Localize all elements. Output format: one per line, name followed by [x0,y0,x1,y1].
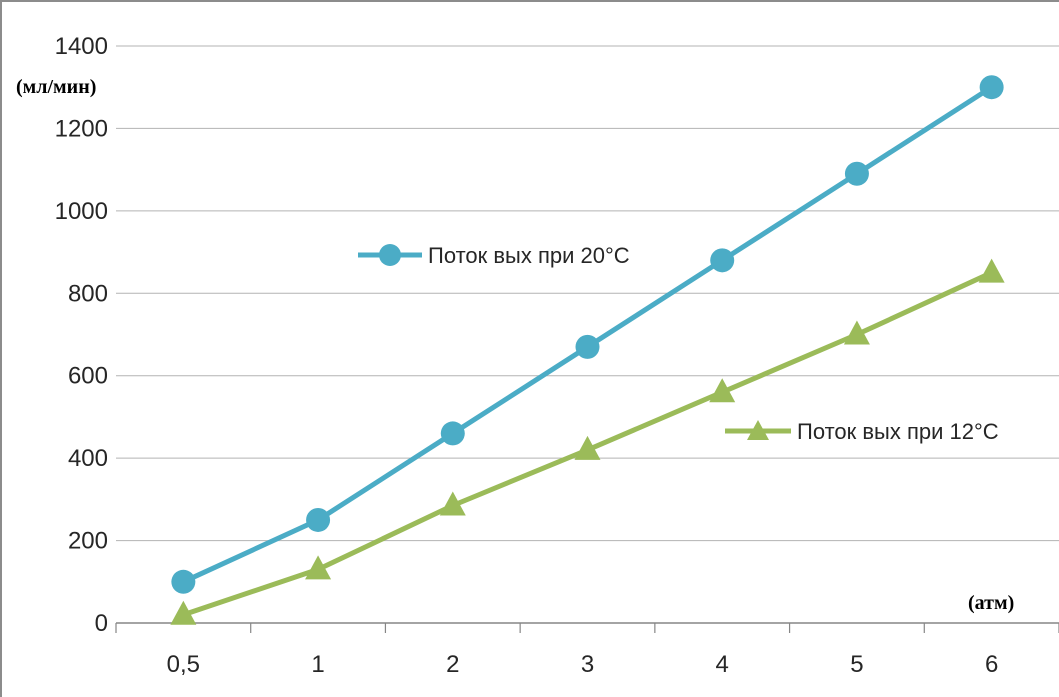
y-tick-label: 1200 [55,115,108,142]
legend-marker-circle [379,244,401,266]
data-point-circle [306,507,331,532]
data-point-triangle [978,258,1005,283]
y-tick-label: 1000 [55,198,108,225]
y-tick-label: 200 [68,528,108,555]
data-point-circle [440,421,465,446]
y-tick-label: 1400 [55,33,108,60]
legend-entry-20c: Поток вых при 20°С [358,243,630,268]
x-tick-label: 2 [446,651,459,678]
data-point-triangle [305,555,332,580]
axes: 0 200 400 600 800 1000 1200 1400 0,5 1 2 3 4 5 6 [55,33,1059,678]
x-tick-label: 3 [581,651,594,678]
y-tick-label: 600 [68,363,108,390]
y-axis-label: (мл/мин) [16,76,96,98]
data-point-triangle [709,378,736,403]
y-tick-label: 800 [68,280,108,307]
data-point-triangle [439,491,466,516]
data-point-triangle [170,600,197,625]
x-axis-label: (атм) [968,592,1014,614]
y-tick-label: 0 [95,610,108,637]
data-point-circle [171,569,196,594]
data-point-triangle [843,320,870,345]
data-point-circle [575,334,600,359]
data-point-triangle [574,435,601,460]
data-point-circle [844,161,869,186]
series-layer [170,75,1005,625]
x-tick-label: 4 [716,651,729,678]
legend-marker-triangle [747,420,769,440]
legend-entry-12c: Поток вых при 12°С [725,419,999,444]
data-point-circle [979,75,1004,100]
data-point-circle [710,248,735,273]
x-tick-label: 1 [311,651,324,678]
series-line-0 [182,85,993,585]
x-tick-label: 5 [850,651,863,678]
y-tick-label: 400 [68,445,108,472]
x-tick-label: 6 [985,651,998,678]
x-tick-label: 0,5 [167,651,200,678]
legend-label-12c: Поток вых при 12°С [797,419,999,444]
legend-label-20c: Поток вых при 20°С [428,243,630,268]
